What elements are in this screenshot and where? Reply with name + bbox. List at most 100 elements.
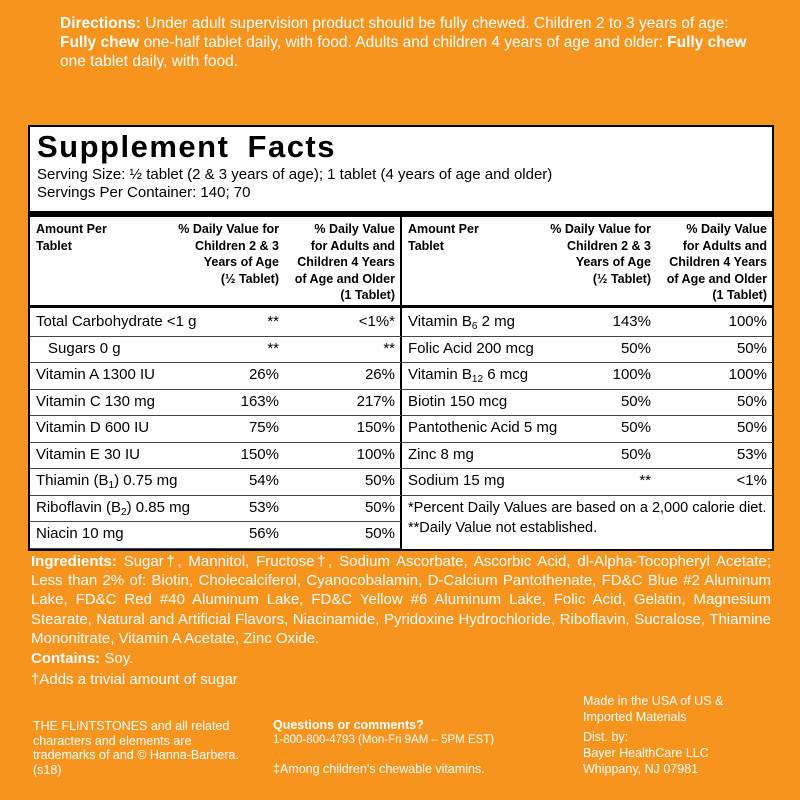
facts-table: Amount Per Tablet % Daily Value for Childre… (30, 217, 401, 549)
child-dv: 50% (620, 339, 651, 357)
sugar-note: †Adds a trivial amount of sugar (31, 671, 238, 688)
child-dv: 26% (248, 366, 279, 383)
child-dv: 163% (240, 392, 279, 410)
child-dv: 50% (620, 445, 651, 463)
name-part: Vitamin C 130 mg (36, 392, 155, 410)
distributor-line: Dist. by: (583, 730, 629, 744)
directions-emphasis: Fully chew (60, 34, 140, 51)
adult-dv: 26% (364, 366, 395, 383)
subscript: 6 (471, 321, 478, 332)
name-part: Sodium 15 mg (408, 472, 505, 489)
contact-note: ‡Among children’s chewable vitamins. (273, 762, 485, 776)
header-line: Children 2 & 3 (194, 238, 279, 253)
nutrient-name: Pantothenic Acid 5 mg (408, 415, 557, 441)
adult-dv: 150% (356, 419, 395, 436)
name-part: Total Carbohydrate <1 g (36, 313, 197, 330)
distributor: Made in the USA of US & Imported Material… (583, 693, 723, 777)
header-line: % Daily Value (686, 222, 767, 236)
header-line: (½ Tablet) (592, 271, 651, 286)
name-part: ) 0.85 mg (126, 498, 190, 516)
child-dv: 50% (620, 419, 651, 436)
column-header: Amount Per Tablet (36, 221, 107, 254)
subscript: 1 (108, 480, 115, 491)
adult-dv: 53% (736, 445, 767, 463)
nutrient-name: Vitamin C 130 mg (36, 389, 155, 415)
adult-dv: ** (383, 339, 395, 357)
contains: Contains: Soy. (31, 650, 133, 667)
adult-dv: 50% (736, 339, 767, 357)
nutrient-name: Total Carbohydrate <1 g (36, 309, 197, 335)
nutrient-row: Sugars 0 g ** ** (30, 336, 401, 363)
adult-dv: 100% (356, 445, 395, 463)
name-part: Sugars 0 g (48, 339, 121, 357)
directions-emphasis: Fully chew (667, 34, 747, 51)
nutrient-row: Riboflavin (B2) 0.85 mg 53% 50% (30, 495, 401, 522)
nutrient-row: Vitamin C 130 mg 163% 217% (30, 389, 401, 416)
column-header: % Daily Value for Children 2 & 3 Years of … (550, 221, 651, 287)
nutrient-name: Folic Acid 200 mcg (408, 336, 534, 362)
adult-dv: 50% (364, 472, 395, 489)
name-part: Niacin 10 mg (36, 525, 124, 542)
subscript: 2 (121, 506, 127, 518)
nutrient-row: Niacin 10 mg 56% 50% (30, 521, 401, 549)
child-dv: ** (267, 313, 279, 330)
header-line: of Age and Older (294, 271, 395, 286)
nutrient-row: Vitamin D 600 IU 75% 150% (30, 415, 401, 443)
contains-text: Soy. (104, 650, 134, 667)
nutrient-name: Sugars 0 g (48, 336, 121, 362)
contact-title: Questions or comments? (273, 718, 424, 732)
trademark-line: THE FLINTSTONES and all related (33, 719, 230, 733)
adult-dv: 100% (728, 313, 767, 330)
name-part: Biotin 150 mcg (408, 392, 508, 410)
directions: Directions: Under adult supervision prod… (60, 14, 760, 71)
trademark-line: characters and elements are (33, 733, 192, 748)
distributor-line: Made in the USA of US & (583, 694, 724, 708)
header-line: Children 4 Years (669, 255, 767, 269)
column-divider (400, 211, 402, 549)
name-part: Vitamin B (408, 366, 472, 383)
nutrient-name: Zinc 8 mg (408, 442, 474, 468)
header-line: Years of Age (575, 255, 651, 269)
name-part: Vitamin A 1300 IU (36, 366, 155, 383)
adult-dv: 50% (736, 392, 767, 410)
name-part: Vitamin D 600 IU (36, 419, 150, 436)
directions-text: one-half tablet daily, with food. Adults… (143, 34, 663, 51)
name-part: Thiamin (B (36, 472, 109, 489)
child-dv: 56% (248, 525, 279, 542)
header-line: for Adults and (682, 238, 767, 253)
header-line: % Daily Value for (178, 222, 279, 236)
footnote: *Percent Daily Values are based on a 2,0… (408, 500, 767, 516)
child-dv: ** (639, 472, 651, 489)
child-dv: 53% (248, 498, 279, 516)
nutrient-row: Vitamin B6 2 mg 143% 100% (402, 309, 773, 337)
child-dv: 100% (612, 366, 651, 383)
header-line: Children 2 & 3 (566, 238, 651, 253)
nutrient-name: Thiamin (B1) 0.75 mg (36, 468, 177, 494)
name-part: Riboflavin (B (36, 498, 122, 516)
header-line: (1 Tablet) (340, 288, 395, 302)
child-dv: ** (267, 339, 279, 357)
directions-label: Directions: (60, 15, 141, 32)
distributor-line: Whippany, NJ 07981 (583, 762, 699, 776)
name-part: ) 0.75 mg (114, 472, 178, 489)
name-part: 6 mcg (487, 366, 529, 383)
nutrient-row: Total Carbohydrate <1 g ** <1%* (30, 309, 401, 337)
contact-phone: 1-800-800-4793 (Mon-Fri 9AM – 5PM EST) (273, 733, 495, 746)
header-line: Years of Age (203, 255, 279, 269)
nutrient-name: Vitamin E 30 IU (36, 442, 140, 468)
header-line: Amount Per (36, 222, 107, 236)
facts-title: Supplement Facts (37, 129, 336, 164)
header-line: Children 4 Years (297, 255, 395, 269)
column-header: % Daily Value for Adults and Children 4 Ye… (667, 221, 767, 304)
nutrient-row: Biotin 150 mcg 50% 50% (402, 389, 773, 416)
header-line: for Adults and (310, 238, 395, 253)
distributor-line: Imported Materials (583, 710, 687, 724)
adult-dv: 50% (364, 525, 395, 542)
adult-dv: 217% (356, 392, 395, 410)
contact: Questions or comments? 1-800-800-4793 (M… (273, 718, 494, 777)
child-dv: 150% (240, 445, 279, 463)
nutrient-row: Thiamin (B1) 0.75 mg 54% 50% (30, 468, 401, 496)
header-rule (402, 305, 773, 308)
contains-label: Contains: (31, 650, 101, 667)
header-line: (1 Tablet) (712, 288, 767, 302)
